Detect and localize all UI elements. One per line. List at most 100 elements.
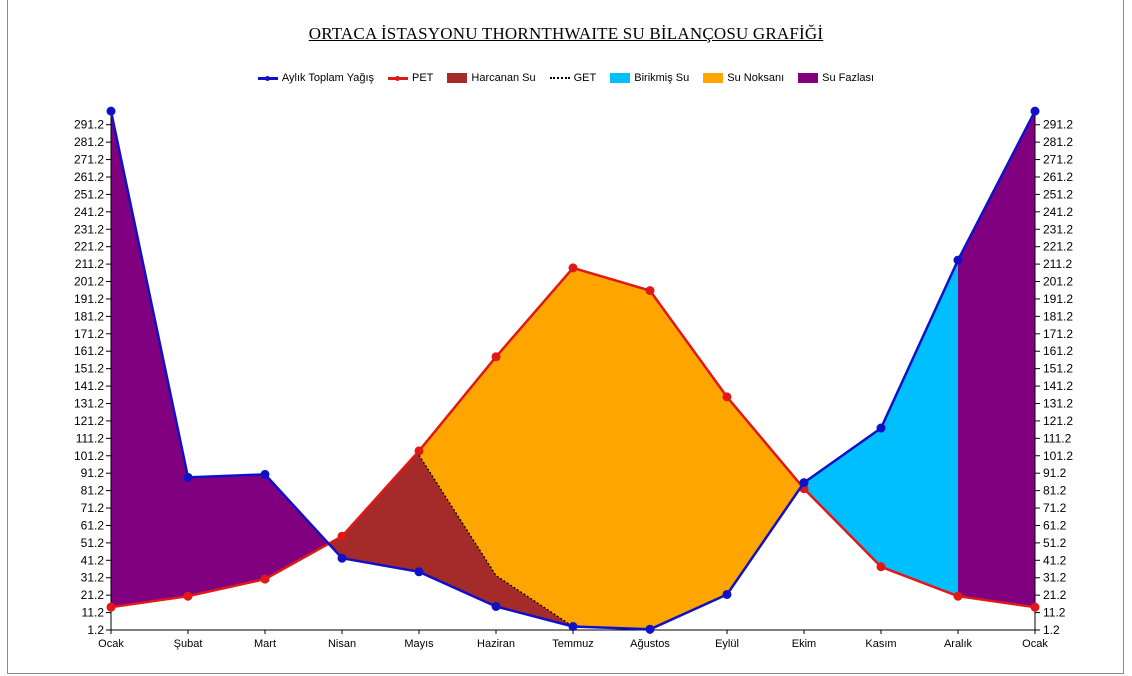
y-tick-label-left: 211.2 xyxy=(75,257,104,271)
y-tick-label-right: 21.2 xyxy=(1043,588,1067,602)
y-tick-label-left: 11.2 xyxy=(82,606,105,620)
y-tick-label-right: 221.2 xyxy=(1043,240,1073,254)
legend-swatch-fazla xyxy=(798,73,819,83)
y-tick-label-left: 281.2 xyxy=(74,135,104,149)
series-pet-point xyxy=(876,562,886,572)
legend-label-yagis: Aylık Toplam Yağış xyxy=(281,72,374,84)
y-tick-label-left: 101.2 xyxy=(74,449,104,463)
y-tick-label-right: 1.2 xyxy=(1043,623,1060,637)
series-yagis-point xyxy=(953,255,963,265)
y-tick-label-left: 61.2 xyxy=(81,518,105,532)
legend-item-noksan: Su Noksanı xyxy=(703,72,784,84)
y-tick-label-left: 231.2 xyxy=(74,222,104,236)
y-tick-label-left: 141.2 xyxy=(74,379,104,393)
y-tick-label-right: 191.2 xyxy=(1043,292,1073,306)
y-tick-label-right: 131.2 xyxy=(1043,396,1073,410)
y-tick-label-left: 261.2 xyxy=(74,170,104,184)
y-tick-label-left: 251.2 xyxy=(74,187,104,201)
y-tick-label-right: 201.2 xyxy=(1043,275,1073,289)
y-tick-label-right: 251.2 xyxy=(1043,187,1073,201)
y-tick-label-right: 181.2 xyxy=(1043,309,1073,323)
y-tick-label-right: 281.2 xyxy=(1043,135,1073,149)
legend-label-harcanan: Harcanan Su xyxy=(471,72,536,84)
series-yagis-point xyxy=(799,478,809,488)
series-pet-point xyxy=(260,574,270,584)
y-tick-label-right: 121.2 xyxy=(1043,414,1073,428)
y-tick-label-right: 61.2 xyxy=(1043,518,1067,532)
x-tick-label: Ocak xyxy=(98,638,124,650)
y-tick-label-left: 181.2 xyxy=(74,309,104,323)
y-tick-label-right: 231.2 xyxy=(1043,222,1073,236)
x-tick-label: Ağustos xyxy=(630,638,670,650)
chart-title: ORTACA İSTASYONU THORNTHWAITE SU BİLANÇO… xyxy=(308,24,824,43)
series-yagis-point xyxy=(876,423,886,433)
series-yagis-point xyxy=(183,472,193,482)
y-tick-label-left: 91.2 xyxy=(81,466,105,480)
y-tick-label-right: 291.2 xyxy=(1043,118,1073,132)
series-pet-point xyxy=(106,602,116,612)
series-pet-point xyxy=(645,286,655,296)
legend-swatch-noksan xyxy=(703,73,724,83)
chart-legend: Aylık Toplam Yağış PET Harcanan Su GET B… xyxy=(0,72,1132,84)
y-tick-label-right: 81.2 xyxy=(1043,484,1067,498)
area-harcanan-su xyxy=(328,450,573,627)
legend-swatch-harcanan xyxy=(447,73,468,83)
legend-label-birikmis: Birikmiş Su xyxy=(634,72,690,84)
series-get-line xyxy=(418,454,574,628)
series-yagis-point xyxy=(260,469,270,479)
series-pet-point xyxy=(722,392,732,402)
area-su-fazlasi-right xyxy=(958,111,1035,608)
x-tick-label: Kasım xyxy=(865,638,896,650)
y-tick-label-left: 241.2 xyxy=(74,205,104,219)
area-su-noksani xyxy=(419,267,802,630)
x-tick-label: Eylül xyxy=(715,638,739,650)
legend-item-get: GET xyxy=(549,72,596,84)
x-tick-label: Haziran xyxy=(477,638,515,650)
y-tick-label-right: 141.2 xyxy=(1043,379,1073,393)
series-yagis-point xyxy=(1030,106,1040,116)
x-tick-label: Nisan xyxy=(328,638,356,650)
series-pet-point xyxy=(337,531,347,541)
y-tick-label-right: 211.2 xyxy=(1043,257,1072,271)
x-tick-label: Ocak xyxy=(1022,638,1048,650)
legend-label-noksan: Su Noksanı xyxy=(727,72,785,84)
x-tick-label: Mayıs xyxy=(404,638,434,650)
series-yagis-point xyxy=(722,589,732,599)
y-tick-label-left: 121.2 xyxy=(74,414,104,428)
x-tick-label: Aralık xyxy=(944,638,973,650)
series-pet-point xyxy=(491,352,501,362)
y-tick-label-right: 241.2 xyxy=(1043,205,1073,219)
y-tick-label-right: 51.2 xyxy=(1043,536,1067,550)
legend-item-fazla: Su Fazlası xyxy=(798,72,874,84)
y-tick-label-right: 41.2 xyxy=(1043,553,1067,567)
legend-label-pet: PET xyxy=(412,72,434,84)
x-tick-label: Temmuz xyxy=(552,638,594,650)
area-birikmis-su xyxy=(801,260,958,597)
y-tick-label-left: 271.2 xyxy=(74,153,104,167)
y-tick-label-right: 91.2 xyxy=(1043,466,1067,480)
series-pet-point xyxy=(183,591,193,601)
legend-item-yagis: Aylık Toplam Yağış xyxy=(257,72,374,84)
x-tick-label: Mart xyxy=(254,638,276,650)
y-tick-label-left: 1.2 xyxy=(87,623,104,637)
y-tick-label-left: 41.2 xyxy=(81,553,105,567)
legend-swatch-birikmis xyxy=(610,73,631,83)
y-tick-label-right: 161.2 xyxy=(1043,344,1073,358)
series-pet-point xyxy=(568,263,578,273)
legend-swatch-pet xyxy=(388,75,408,81)
y-tick-label-right: 71.2 xyxy=(1043,501,1067,515)
legend-swatch-yagis xyxy=(257,75,278,81)
legend-label-fazla: Su Fazlası xyxy=(822,72,875,84)
y-tick-label-left: 161.2 xyxy=(74,344,104,358)
legend-item-pet: PET xyxy=(388,72,433,84)
area-su-fazlasi-left xyxy=(111,111,329,608)
y-tick-label-left: 221.2 xyxy=(74,240,104,254)
series-yagis-point xyxy=(414,567,424,577)
y-tick-label-right: 151.2 xyxy=(1043,362,1073,376)
x-tick-label: Ekim xyxy=(792,638,816,650)
y-tick-label-left: 151.2 xyxy=(74,362,104,376)
legend-swatch-get xyxy=(549,77,570,79)
y-tick-label-left: 291.2 xyxy=(74,118,104,132)
y-tick-label-right: 261.2 xyxy=(1043,170,1073,184)
